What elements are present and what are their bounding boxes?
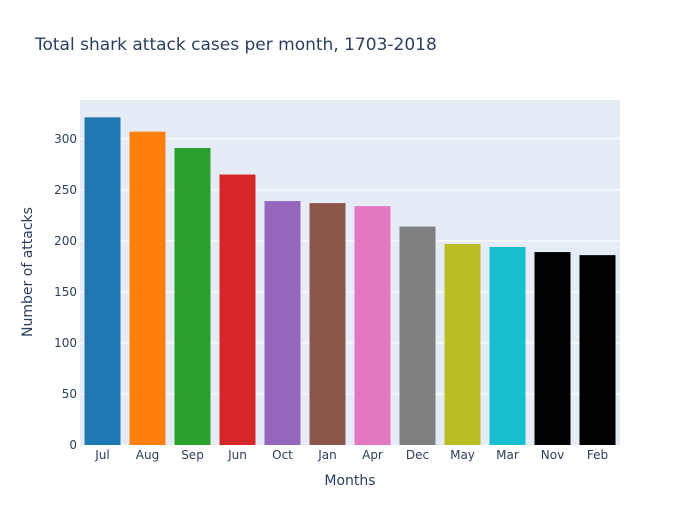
plot-area: [80, 100, 620, 445]
bar-feb[interactable]: [579, 255, 616, 445]
bar-jan[interactable]: [309, 203, 346, 445]
y-tick-label: 50: [62, 387, 77, 401]
x-tick-label: Jul: [94, 448, 109, 462]
x-axis-title: Months: [324, 473, 375, 489]
x-tick-label: Sep: [181, 448, 204, 462]
bar-jul[interactable]: [84, 117, 121, 445]
x-tick-label: Feb: [587, 448, 608, 462]
x-tick-label: Aug: [136, 448, 159, 462]
x-tick-label: Jun: [227, 448, 247, 462]
bar-sep[interactable]: [174, 147, 211, 445]
x-tick-label: Apr: [362, 448, 383, 462]
bars: [84, 117, 616, 445]
y-tick-label: 0: [69, 438, 77, 452]
x-tick-label: Oct: [272, 448, 293, 462]
bar-nov[interactable]: [534, 252, 571, 445]
chart-title: Total shark attack cases per month, 1703…: [34, 35, 437, 55]
bar-jun[interactable]: [219, 174, 256, 445]
bar-aug[interactable]: [129, 131, 166, 445]
y-tick-label: 250: [54, 183, 77, 197]
y-tick-label: 200: [54, 234, 77, 248]
x-tick-label: Jan: [317, 448, 337, 462]
bar-apr[interactable]: [354, 206, 391, 445]
bar-may[interactable]: [444, 243, 481, 445]
y-tick-label: 300: [54, 132, 77, 146]
x-tick-label: Nov: [541, 448, 564, 462]
x-tick-label: Mar: [496, 448, 519, 462]
y-tick-label: 150: [54, 285, 77, 299]
x-axis-ticks: Jul Aug Sep Jun Oct Jan Apr Dec May Mar Nov Feb: [94, 448, 608, 462]
bar-dec[interactable]: [399, 226, 436, 445]
y-axis-ticks: 0 50 100 150 200 250 300: [54, 132, 77, 452]
x-tick-label: Dec: [406, 448, 429, 462]
bar-oct[interactable]: [264, 201, 301, 445]
y-tick-label: 100: [54, 336, 77, 350]
y-axis-title: Number of attacks: [20, 207, 36, 337]
grid-lines: [80, 138, 620, 395]
x-tick-label: May: [450, 448, 475, 462]
bar-mar[interactable]: [489, 246, 526, 445]
